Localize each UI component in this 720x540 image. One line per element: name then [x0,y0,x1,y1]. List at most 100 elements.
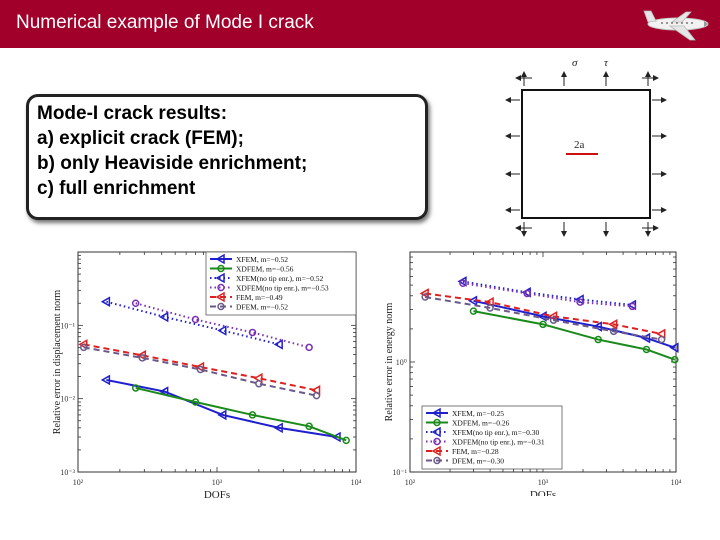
y-tick-label: 10⁻¹ [60,321,75,330]
series-3 [131,299,313,352]
data-point [136,350,147,361]
data-point [537,311,547,322]
data-point [191,315,200,324]
callout-line-1: Mode-I crack results: [37,103,228,124]
legend-marker [433,456,441,465]
legend-marker [217,264,225,273]
legend-label: DFEM, m=−0.30 [452,457,504,466]
data-point [194,361,205,373]
x-tick-label: 10⁴ [351,478,362,487]
data-point [421,293,429,301]
x-tick-label: 10³ [538,478,549,487]
legend-marker [217,302,225,311]
crack-label: 2a [574,139,585,151]
data-point [657,335,666,344]
callout-line-3: b) only Heaviside enrichment; [37,153,308,174]
legend-marker [215,253,225,265]
data-point [191,398,200,406]
data-point [273,339,283,350]
data-point [548,311,558,322]
legend-marker [431,407,441,419]
series-5 [80,343,321,400]
data-point [594,335,602,344]
series-line [424,295,662,341]
data-point [312,391,321,400]
data-point [642,345,651,354]
series-line [135,386,347,442]
data-point [131,384,140,392]
legend-marker [215,291,225,303]
series-2 [100,296,283,350]
data-point [159,386,169,397]
callout-line-2: a) explicit crack (FEM); [37,128,244,149]
series-line [83,343,317,392]
series-5 [421,293,666,344]
data-point [131,299,140,308]
legend-box [205,251,357,316]
data-point [248,411,257,419]
series-line [462,282,633,308]
data-point [523,289,531,298]
legend-label: XFEM, m=−0.52 [236,255,288,264]
legend-label: XFEM, m=−0.25 [452,409,504,418]
series-line [83,346,317,397]
energy-error-chart: 10² 10³ 10⁴ 10⁰ 10⁻¹ DOFs Relative error in en… [380,244,690,496]
results-callout: Mode-I crack results: a) explicit crack … [26,94,428,220]
traction-arrows [505,71,667,237]
data-point [419,288,429,299]
x-tick-label: 10² [405,478,416,487]
legend-marker [433,437,441,446]
data-point [217,325,227,336]
plate [521,89,651,219]
y-axis-label: Relative error in energy norm [384,302,395,421]
legend-label: XFEM(no tip enr.), m=−0.52 [236,274,323,283]
data-point [576,298,584,306]
data-point [138,354,147,362]
legend-marker [217,283,225,292]
legend-marker [431,445,441,457]
series-line [473,310,676,361]
data-point [486,304,494,312]
data-point [80,343,88,352]
data-point [608,319,618,330]
data-point [669,342,679,353]
x-axis-label: DOFs [530,489,556,496]
data-point [305,343,313,352]
y-tick-label: 10⁻³ [60,468,75,477]
data-point [100,296,111,307]
legend-label: XFEM(no tip enr.), m=−0.30 [452,428,539,437]
series-line [425,292,662,335]
data-point [549,316,558,324]
legend-label: XDFEM(no tip enr.), m=−0.31 [452,438,545,447]
data-point [100,374,111,386]
legend-label: DFEM, m=−0.52 [236,303,288,312]
series-3 [459,279,637,311]
tau-label: τ [604,57,609,69]
data-point [255,379,263,388]
legend-label: XDFEM, m=−0.56 [236,265,294,274]
series-line [473,299,676,349]
data-point [78,339,88,350]
legend-label: FEM, m=−0.28 [452,447,499,456]
series-line [135,302,310,349]
x-tick-label: 10³ [212,478,223,487]
legend-label: XDFEM(no tip enr.), m=−0.53 [236,284,329,293]
data-point [484,296,494,308]
x-tick-label: 10⁴ [671,478,682,487]
callout-line-4: c) full enrichment [37,178,196,199]
legend-marker [215,272,225,284]
slide-title: Numerical example of Mode I crack [16,12,314,33]
legend-label: XDFEM, m=−0.26 [452,419,510,428]
data-point [469,307,478,315]
data-point [539,320,547,329]
legend-label: FEM, m=−0.49 [236,293,283,302]
x-axis-label: DOFs [204,489,230,501]
sigma-label: σ [572,57,578,69]
data-point [217,409,227,421]
data-point [459,279,467,287]
data-point [628,302,637,311]
data-point [196,365,205,374]
